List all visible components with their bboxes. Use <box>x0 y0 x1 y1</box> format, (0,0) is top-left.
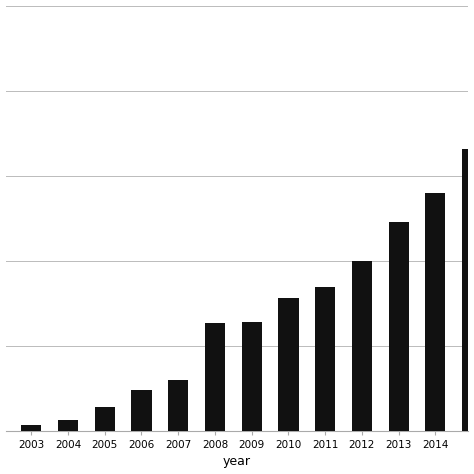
Bar <box>58 420 78 431</box>
Bar <box>352 261 372 431</box>
Bar <box>425 193 446 431</box>
Bar <box>168 380 188 431</box>
Bar <box>205 323 225 431</box>
Bar <box>131 390 152 431</box>
X-axis label: year: year <box>223 456 251 468</box>
Bar <box>462 149 474 431</box>
Bar <box>95 407 115 431</box>
Bar <box>389 222 409 431</box>
Bar <box>315 287 335 431</box>
Bar <box>242 321 262 431</box>
Bar <box>21 425 41 431</box>
Bar <box>278 298 299 431</box>
